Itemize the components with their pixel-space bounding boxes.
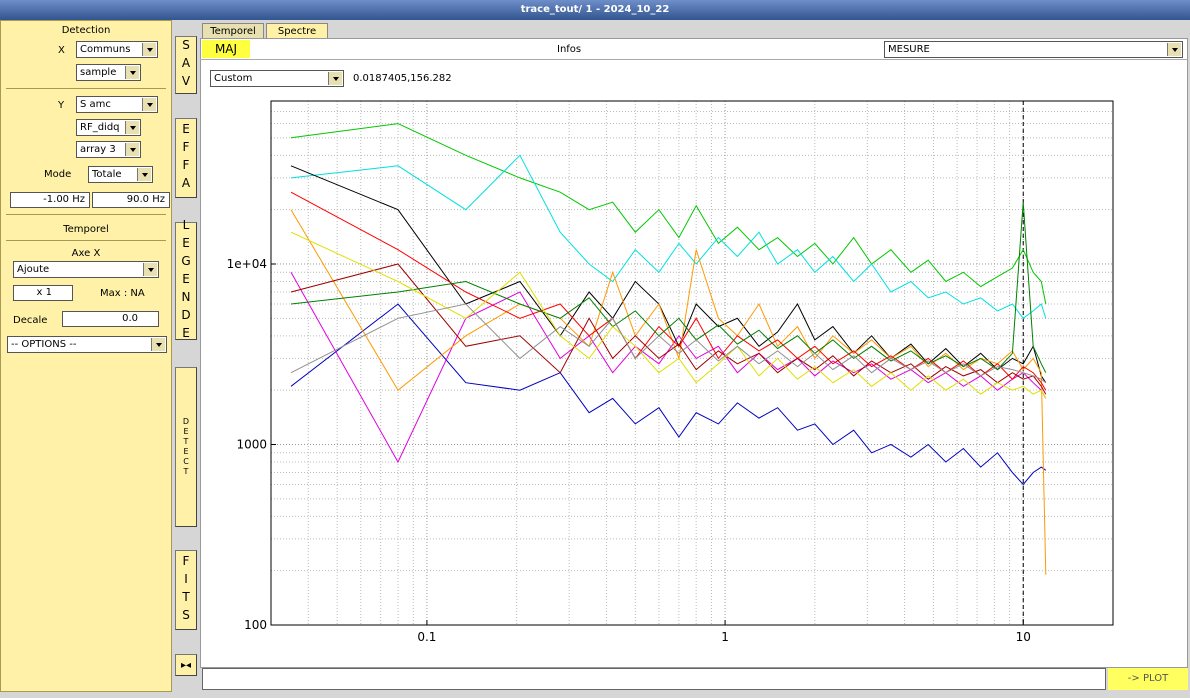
series-line [290,231,1047,399]
combo-text: MESURE [888,44,930,55]
series-line [290,165,1047,383]
label: Y [58,100,65,111]
combo[interactable]: Custom [210,70,344,87]
separator [200,59,1188,60]
plot-frame [270,100,1114,626]
chart: 0.1 1 10 100 1000 1e+04 [227,100,1114,644]
combo[interactable]: Ajoute [13,261,159,278]
combo[interactable]: array 3 [76,141,141,158]
series-line [290,154,1047,319]
spinbox[interactable]: 0.0 [62,311,159,327]
combo[interactable]: sample [76,64,141,81]
tab[interactable]: Spectre [266,23,328,39]
button[interactable]: -> PLOT [1108,668,1188,690]
command-input[interactable] [202,668,1106,690]
y-tick-label: 100 [244,618,267,632]
tab[interactable]: Temporel [202,23,264,39]
label: Max : NA [100,288,145,299]
side-button[interactable]: LEGENDE [175,218,197,344]
input[interactable]: 90.0 Hz [92,192,170,208]
title-bar: trace_tout/ 1 - 2024_10_22 [0,0,1190,20]
series-line [290,123,1047,305]
label: Mode [44,169,72,180]
separator [6,88,166,89]
combo-text: Custom [214,73,253,84]
series-line [290,272,1047,464]
side-button[interactable]: SAV [175,36,197,94]
combo-text: S amc [80,99,111,110]
combo[interactable]: RF_didq [76,119,141,136]
combo-text: RF_didq [80,122,120,133]
x-tick-label: 10 [1016,630,1031,644]
y-tick-label: 1000 [236,438,267,452]
section-label: Temporel [63,224,109,235]
series-line [290,303,1047,486]
collapse-button[interactable]: ▸◂ [175,654,197,676]
separator [6,240,166,241]
section-label: Detection [61,25,111,36]
combo[interactable]: S amc [76,96,158,113]
label: Infos [557,44,582,55]
combo-text: sample [80,67,117,78]
combo[interactable]: -- OPTIONS -- [7,336,167,353]
combo-text: Ajoute [17,264,50,275]
window-title: trace_tout/ 1 - 2024_10_22 [520,4,670,15]
label: X [58,45,65,56]
label: Axe X [71,248,101,259]
button[interactable]: MAJ [202,40,250,58]
side-button[interactable]: FITS [175,550,197,630]
cursor-readout: 0.0187405,156.282 [353,73,452,84]
combo[interactable]: MESURE [884,41,1183,58]
x-tick-label: 0.1 [417,630,436,644]
series-line [290,202,1047,373]
separator [6,214,166,215]
series-line [290,209,1047,575]
combo-text: -- OPTIONS -- [11,339,77,350]
combo-text: Totale [92,169,122,180]
series-line [290,263,1047,395]
combo[interactable]: Totale [88,166,153,183]
y-tick-label: 1e+04 [227,257,267,271]
x-tick-label: 1 [721,630,729,644]
series-line [290,191,1047,391]
label: Decale [13,315,48,326]
combo[interactable]: Communs [76,41,158,58]
side-button[interactable]: DETECT [175,367,197,527]
combo-text: Communs [80,44,131,55]
input[interactable]: -1.00 Hz [10,192,90,208]
spinbox[interactable]: x 1 [13,285,73,301]
side-button[interactable]: EFFA [175,118,197,198]
combo-text: array 3 [80,144,116,155]
series-line [290,303,1047,384]
